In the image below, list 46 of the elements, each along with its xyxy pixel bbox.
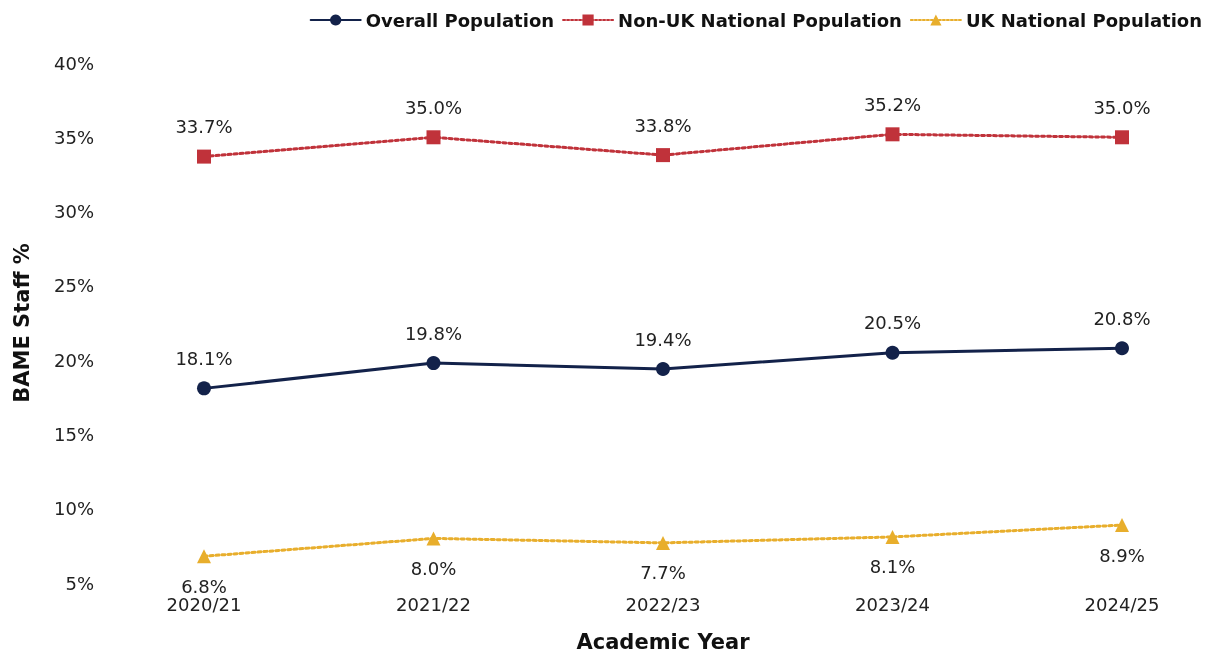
y-tick-label: 20% [53,349,94,371]
point [1115,130,1129,145]
y-tick-label: 30% [53,201,94,223]
point [656,148,670,163]
data-label: 20.5% [863,312,922,334]
data-label: 19.8% [404,322,463,344]
y-tick-label: 25% [53,275,94,297]
x-tick-label: 2024/25 [1084,593,1160,615]
data-label: 8.0% [410,557,457,579]
y-tick-label: 5% [65,572,94,594]
data-label: 33.7% [175,116,233,138]
point [197,381,211,396]
point [1115,341,1129,356]
y-tick-label: 10% [53,498,94,520]
point [885,529,900,544]
point [197,149,211,164]
data-label: 35.0% [404,96,463,118]
legend-label: UK National Population [965,9,1202,31]
data-label: 35.2% [863,93,922,115]
point [426,130,441,145]
data-label: 19.4% [634,328,692,350]
x-tick-label: 2021/22 [396,593,471,615]
point [197,549,211,564]
point [426,356,441,371]
data-label: 8.9% [1099,544,1145,566]
y-tick-label: 40% [53,52,94,74]
data-label: 18.1% [175,347,233,369]
point [656,362,670,377]
point [426,531,441,546]
legend-label: Non-UK National Population [618,9,902,31]
point [885,127,900,142]
data-label: 8.1% [869,556,916,578]
point [1115,518,1129,533]
x-tick-label: 2022/23 [625,593,701,615]
y-axis-title: BAME Staff % [9,243,34,403]
x-axis-title: Academic Year [576,629,751,654]
data-label: 20.8% [1093,307,1151,329]
point [885,345,900,360]
y-tick-label: 35% [53,126,94,148]
data-label: 35.0% [1093,96,1151,118]
point [656,535,670,550]
x-tick-label: 2023/24 [855,593,930,615]
data-label: 33.8% [634,114,692,136]
legend-label: Overall Population [365,9,555,31]
y-tick-label: 15% [53,423,94,445]
data-label: 7.7% [640,562,686,584]
